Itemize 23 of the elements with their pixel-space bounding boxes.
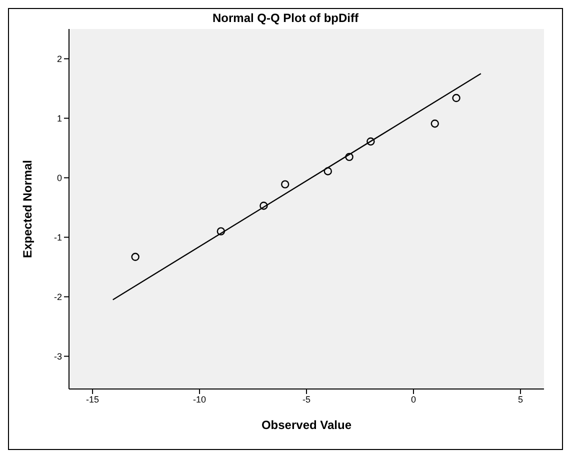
point — [366, 137, 375, 146]
y-tick-label: 2 — [56, 54, 62, 64]
y-tick-label: 0 — [56, 172, 62, 183]
y-tick-label: -1 — [54, 232, 62, 242]
x-tick-label: -5 — [302, 394, 311, 404]
point — [216, 227, 226, 236]
x-tick-label: 0 — [410, 394, 416, 404]
point — [452, 94, 460, 102]
point — [430, 120, 439, 128]
x-tick-label: -10 — [193, 394, 206, 404]
y-tick-label: 1 — [56, 113, 62, 124]
point — [345, 152, 354, 162]
x-tick-label: 5 — [518, 394, 523, 404]
y-tick-label: -2 — [54, 292, 62, 302]
point — [324, 167, 332, 176]
point — [260, 202, 268, 210]
y-axis-title: Expected Normal — [20, 160, 34, 258]
x-tick-label: -15 — [86, 394, 100, 404]
y-tick-label: -3 — [54, 351, 62, 362]
x-axis-title: Observed Value — [261, 418, 352, 432]
chart-title: Normal Q-Q Plot of bpDiff — [212, 11, 360, 25]
point — [281, 180, 290, 188]
point — [131, 252, 140, 261]
